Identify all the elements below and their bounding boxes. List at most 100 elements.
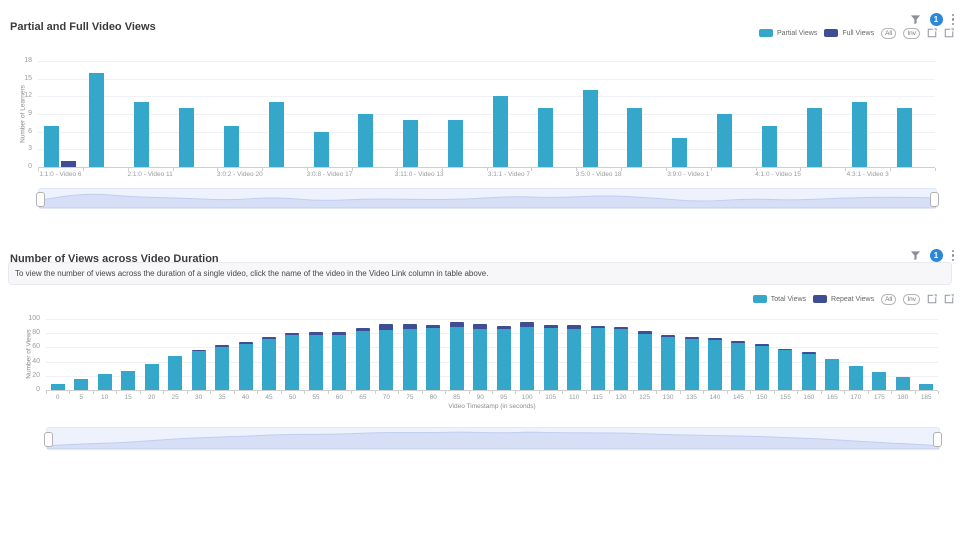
legend-item-partial-views[interactable]: Partial Views	[758, 29, 817, 37]
legend-item-repeat-views[interactable]: Repeat Views	[813, 295, 874, 303]
bar-repeat-views[interactable]	[661, 334, 676, 337]
bar-repeat-views[interactable]	[708, 338, 722, 341]
bar-total-views[interactable]	[402, 328, 417, 390]
bar-repeat-views[interactable]	[308, 332, 323, 336]
bar-total-views[interactable]	[238, 343, 253, 390]
bar-total-views[interactable]	[496, 328, 511, 390]
legend-inverse-button[interactable]: Inv	[903, 293, 920, 305]
bar-total-views[interactable]	[449, 326, 464, 390]
bar-partial-views[interactable]	[762, 125, 778, 167]
bar-total-views[interactable]	[919, 384, 934, 390]
bar-repeat-views[interactable]	[449, 321, 464, 327]
bar-partial-views[interactable]	[44, 125, 60, 167]
bar-partial-views[interactable]	[358, 114, 374, 167]
bar-total-views[interactable]	[379, 329, 394, 390]
slider-handle-left[interactable]	[44, 431, 53, 447]
bar-repeat-views[interactable]	[590, 326, 605, 329]
slider-handle-left[interactable]	[36, 191, 45, 207]
bar-total-views[interactable]	[778, 350, 793, 390]
bar-partial-views[interactable]	[448, 119, 464, 167]
bar-repeat-views[interactable]	[801, 352, 816, 354]
filter-count-badge[interactable]: 1	[929, 13, 943, 26]
chart1-datazoom-slider[interactable]	[36, 188, 939, 209]
kebab-menu-icon[interactable]	[951, 249, 954, 262]
bar-total-views[interactable]	[708, 340, 722, 390]
bar-repeat-views[interactable]	[285, 333, 300, 336]
bar-total-views[interactable]	[121, 370, 136, 390]
bar-total-views[interactable]	[355, 331, 370, 390]
bar-repeat-views[interactable]	[355, 327, 370, 332]
bar-total-views[interactable]	[731, 343, 746, 390]
bar-partial-views[interactable]	[89, 72, 105, 167]
bar-total-views[interactable]	[74, 378, 89, 390]
bar-repeat-views[interactable]	[543, 324, 558, 329]
bar-repeat-views[interactable]	[238, 341, 253, 344]
bar-full-views[interactable]	[61, 161, 77, 167]
chart2-datazoom-slider[interactable]	[44, 427, 942, 450]
bar-repeat-views[interactable]	[332, 331, 347, 335]
bar-repeat-views[interactable]	[215, 345, 230, 348]
legend-item-full-views[interactable]: Full Views	[824, 29, 874, 37]
box-restore-icon[interactable]	[944, 294, 954, 304]
bar-total-views[interactable]	[426, 328, 441, 390]
bar-partial-views[interactable]	[313, 131, 329, 167]
slider-handle-right[interactable]	[930, 191, 939, 207]
bar-total-views[interactable]	[50, 384, 65, 390]
bar-total-views[interactable]	[754, 345, 769, 390]
bar-total-views[interactable]	[215, 347, 230, 390]
bar-total-views[interactable]	[567, 328, 582, 390]
bar-total-views[interactable]	[590, 328, 605, 390]
bar-partial-views[interactable]	[627, 108, 643, 167]
bar-total-views[interactable]	[520, 326, 535, 390]
bar-total-views[interactable]	[262, 338, 276, 390]
bar-partial-views[interactable]	[896, 108, 912, 167]
bar-total-views[interactable]	[144, 363, 159, 390]
bar-total-views[interactable]	[848, 365, 863, 390]
bar-repeat-views[interactable]	[754, 343, 769, 346]
bar-total-views[interactable]	[168, 355, 183, 390]
bar-partial-views[interactable]	[223, 125, 239, 167]
bar-repeat-views[interactable]	[379, 323, 394, 330]
bar-total-views[interactable]	[473, 328, 488, 390]
bar-partial-views[interactable]	[537, 108, 553, 167]
bar-repeat-views[interactable]	[473, 323, 488, 329]
bar-partial-views[interactable]	[492, 96, 508, 167]
bar-partial-views[interactable]	[717, 114, 733, 167]
legend-select-all-button[interactable]: All	[881, 293, 897, 305]
bar-total-views[interactable]	[825, 359, 840, 390]
filter-icon[interactable]	[910, 250, 921, 261]
bar-repeat-views[interactable]	[684, 336, 699, 339]
bar-repeat-views[interactable]	[614, 326, 629, 329]
bar-partial-views[interactable]	[851, 102, 867, 167]
bar-total-views[interactable]	[801, 353, 816, 390]
bar-partial-views[interactable]	[268, 102, 284, 167]
bar-partial-views[interactable]	[672, 137, 688, 167]
bar-repeat-views[interactable]	[520, 321, 535, 327]
bar-total-views[interactable]	[661, 336, 676, 390]
bar-repeat-views[interactable]	[567, 325, 582, 329]
bar-repeat-views[interactable]	[496, 326, 511, 329]
bar-repeat-views[interactable]	[191, 349, 206, 351]
filter-icon[interactable]	[910, 14, 921, 25]
bar-total-views[interactable]	[543, 328, 558, 390]
bar-partial-views[interactable]	[134, 102, 150, 167]
bar-total-views[interactable]	[191, 350, 206, 390]
box-zoom-icon[interactable]	[927, 28, 937, 38]
legend-inverse-button[interactable]: Inv	[903, 27, 920, 39]
legend-item-total-views[interactable]: Total Views	[752, 295, 806, 303]
bar-total-views[interactable]	[614, 328, 629, 390]
bar-total-views[interactable]	[895, 377, 910, 390]
bar-total-views[interactable]	[684, 338, 699, 390]
bar-partial-views[interactable]	[582, 90, 598, 167]
bar-total-views[interactable]	[308, 335, 323, 390]
bar-repeat-views[interactable]	[637, 331, 652, 334]
bar-repeat-views[interactable]	[778, 348, 793, 351]
bar-partial-views[interactable]	[178, 108, 194, 167]
bar-total-views[interactable]	[872, 372, 887, 390]
box-zoom-icon[interactable]	[927, 294, 937, 304]
bar-total-views[interactable]	[285, 335, 300, 390]
box-restore-icon[interactable]	[944, 28, 954, 38]
bar-repeat-views[interactable]	[402, 323, 417, 329]
slider-handle-right[interactable]	[933, 431, 942, 447]
bar-total-views[interactable]	[332, 334, 347, 390]
